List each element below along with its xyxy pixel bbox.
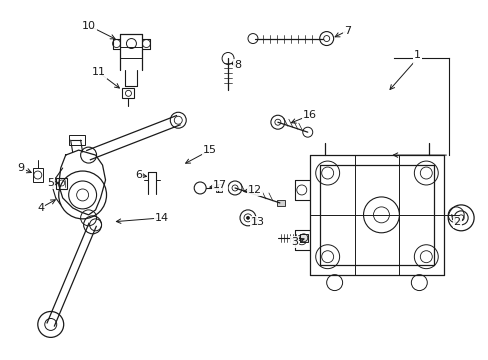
Text: 15: 15 bbox=[203, 145, 217, 155]
Text: 6: 6 bbox=[135, 170, 142, 180]
Text: 8: 8 bbox=[234, 60, 241, 71]
Text: 4: 4 bbox=[37, 203, 44, 213]
Bar bbox=[276, 200, 285, 206]
Text: 5: 5 bbox=[47, 178, 54, 188]
Text: 13: 13 bbox=[250, 217, 264, 227]
Text: 12: 12 bbox=[247, 185, 262, 195]
Circle shape bbox=[246, 216, 249, 219]
Text: 3: 3 bbox=[291, 237, 298, 247]
Text: 14: 14 bbox=[155, 213, 169, 223]
Text: 10: 10 bbox=[81, 21, 96, 31]
Text: 11: 11 bbox=[91, 67, 105, 77]
Bar bbox=[33, 168, 42, 182]
Text: 1: 1 bbox=[413, 50, 420, 60]
Bar bbox=[299, 234, 307, 242]
Text: 7: 7 bbox=[344, 26, 350, 36]
Bar bbox=[122, 88, 134, 98]
Text: 2: 2 bbox=[453, 217, 460, 227]
Bar bbox=[216, 184, 222, 192]
Text: 17: 17 bbox=[213, 180, 227, 190]
Bar bbox=[56, 178, 66, 189]
Bar bbox=[68, 135, 84, 145]
Text: 1: 1 bbox=[413, 54, 420, 63]
Text: 16: 16 bbox=[302, 110, 316, 120]
Text: 9: 9 bbox=[17, 163, 24, 173]
